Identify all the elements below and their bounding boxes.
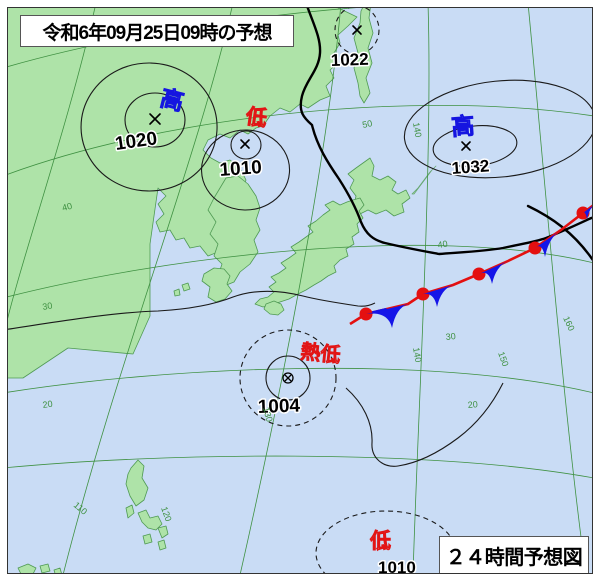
- svg-text:30: 30: [445, 331, 456, 342]
- svg-text:低: 低: [369, 529, 391, 553]
- svg-text:1010: 1010: [378, 558, 416, 574]
- svg-text:30: 30: [42, 300, 54, 312]
- svg-text:1022: 1022: [330, 50, 368, 70]
- svg-text:20: 20: [42, 399, 53, 410]
- svg-text:50: 50: [361, 118, 373, 130]
- svg-text:低: 低: [243, 104, 268, 131]
- svg-text:20: 20: [467, 399, 478, 410]
- svg-text:1010: 1010: [219, 157, 263, 181]
- svg-text:40: 40: [437, 239, 448, 250]
- svg-text:1032: 1032: [451, 156, 490, 178]
- svg-text:高: 高: [451, 112, 476, 140]
